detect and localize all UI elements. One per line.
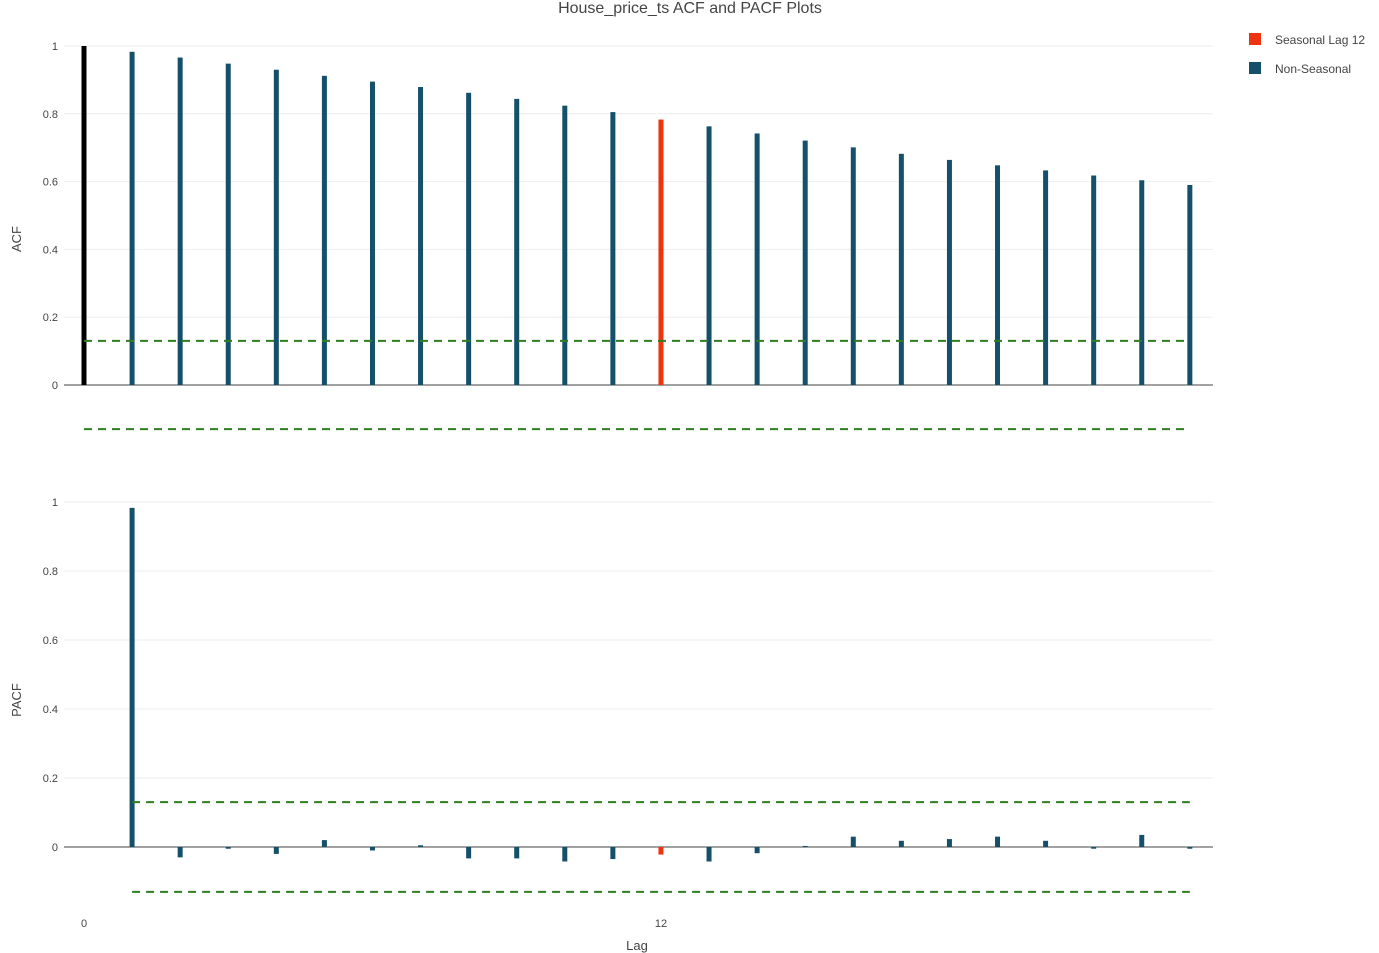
pacf-y-axis-title: PACF [9,683,24,717]
pacf-bar-lag-6[interactable] [369,847,375,851]
acf-bar-lag-5[interactable] [321,75,327,385]
acf-y-tick-label: 0.8 [43,109,58,121]
pacf-bar-lag-18[interactable] [946,839,952,847]
acf-bar-lag-10[interactable] [562,105,568,385]
pacf-bar-lag-13[interactable] [706,847,712,862]
acf-bar-lag-2[interactable] [177,57,183,385]
acf-bar-lag-23[interactable] [1187,184,1193,385]
acf-bar-lag-16[interactable] [850,147,856,385]
pacf-bar-lag-8[interactable] [466,847,472,859]
acf-bar-lag-7[interactable] [418,87,424,386]
pacf-bar-lag-22[interactable] [1139,834,1145,847]
acf-bar-lag-21[interactable] [1091,175,1097,385]
legend-swatch-seasonal [1249,33,1261,45]
pacf-bar-lag-1[interactable] [129,507,135,847]
pacf-y-tick-label: 1 [52,497,58,509]
acf-bar-lag-1[interactable] [129,51,135,385]
pacf-bar-lag-19[interactable] [995,836,1001,847]
pacf-bar-lag-12[interactable] [658,847,664,855]
pacf-y-tick-label: 0.4 [43,704,58,716]
legend-label-non-seasonal[interactable]: Non-Seasonal [1275,62,1351,76]
pacf-bar-lag-15[interactable] [802,845,808,847]
acf-y-tick-label: 1 [52,41,58,53]
acf-bar-lag-8[interactable] [466,92,472,386]
acf-bar-lag-19[interactable] [995,165,1001,385]
pacf-bar-lag-16[interactable] [850,836,856,847]
x-axis: Lag 0 12 [81,918,667,953]
acf-y-axis-title: ACF [9,226,24,252]
acf-bar-lag-6[interactable] [369,81,375,385]
acf-bar-lag-0[interactable] [81,46,87,385]
pacf-bar-lag-21[interactable] [1091,847,1097,849]
acf-panel: ACF 0 0.2 0.4 0.6 0.8 1 [9,41,1213,431]
acf-bar-lag-12[interactable] [658,119,664,386]
acf-y-tick-label: 0 [52,380,58,392]
pacf-bar-lag-10[interactable] [562,847,568,862]
legend[interactable]: Seasonal Lag 12 Non-Seasonal [1249,33,1365,76]
acf-bar-lag-4[interactable] [273,69,279,385]
pacf-bar-lag-17[interactable] [898,840,904,847]
acf-bar-lag-3[interactable] [225,63,231,386]
pacf-panel: PACF 0 0.2 0.4 0.6 0.8 1 [9,497,1213,893]
pacf-bar-lag-9[interactable] [514,847,520,859]
pacf-bar-lag-20[interactable] [1043,840,1049,847]
acf-y-tick-label: 0.6 [43,177,58,189]
acf-bar-lag-15[interactable] [802,140,808,385]
pacf-bar-lag-11[interactable] [610,847,616,860]
acf-bar-lag-13[interactable] [706,126,712,385]
legend-label-seasonal[interactable]: Seasonal Lag 12 [1275,33,1365,47]
acf-bar-lag-14[interactable] [754,133,760,385]
x-axis-title: Lag [626,938,648,953]
acf-bar-lag-18[interactable] [946,159,952,385]
pacf-y-tick-label: 0.2 [43,773,58,785]
acf-y-tick-label: 0.2 [43,312,58,324]
chart-title: House_price_ts ACF and PACF Plots [558,0,822,17]
pacf-bar-lag-7[interactable] [418,845,424,847]
pacf-bar-lag-14[interactable] [754,847,760,854]
acf-bar-lag-9[interactable] [514,98,520,385]
legend-swatch-non-seasonal [1249,62,1261,74]
acf-bar-lag-17[interactable] [898,153,904,385]
x-tick-label: 0 [81,918,87,930]
acf-bar-lag-20[interactable] [1043,170,1049,385]
pacf-y-tick-label: 0.6 [43,635,58,647]
acf-bar-lag-11[interactable] [610,112,616,385]
pacf-bar-lag-5[interactable] [321,840,327,847]
acf-y-tick-label: 0.4 [43,244,58,256]
pacf-y-tick-label: 0 [52,842,58,854]
pacf-y-tick-label: 0.8 [43,566,58,578]
x-tick-label: 12 [655,918,667,930]
pacf-bar-lag-4[interactable] [273,847,279,854]
pacf-bar-lag-2[interactable] [177,847,183,858]
acf-bar-lag-22[interactable] [1139,180,1145,385]
pacf-bar-lag-3[interactable] [225,847,231,849]
pacf-bar-lag-23[interactable] [1187,847,1193,849]
